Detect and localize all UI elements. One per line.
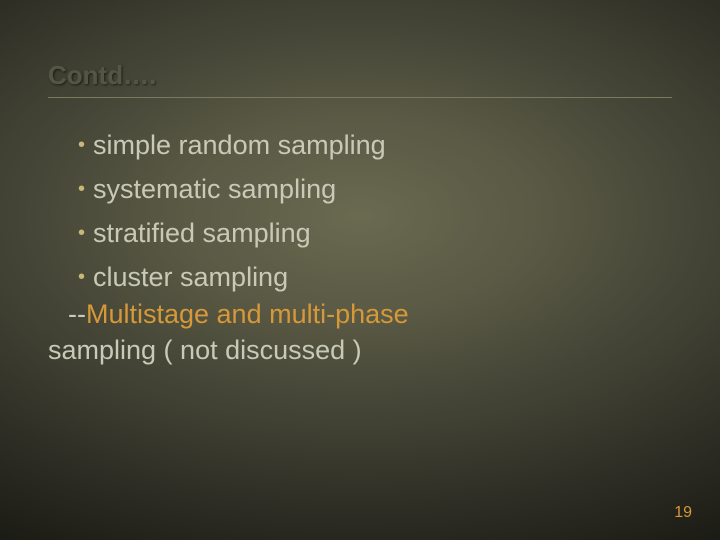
- continuation-line-1: --Multistage and multi-phase: [68, 296, 672, 332]
- bullet-text: stratified sampling: [93, 216, 311, 250]
- continuation-prefix: --: [68, 299, 86, 329]
- bullet-item: • systematic sampling: [78, 172, 672, 206]
- bullet-text: cluster sampling: [93, 260, 288, 294]
- bullet-item: • cluster sampling: [78, 260, 672, 294]
- bullet-item: • simple random sampling: [78, 128, 672, 162]
- bullet-text: simple random sampling: [93, 128, 386, 162]
- slide-content: • simple random sampling • systematic sa…: [48, 128, 672, 368]
- continuation-accent-text: Multistage and multi-phase: [86, 299, 409, 329]
- bullet-marker-icon: •: [78, 128, 85, 162]
- continuation-line-2: sampling ( not discussed ): [48, 332, 672, 368]
- bullet-marker-icon: •: [78, 172, 85, 206]
- page-number: 19: [674, 504, 692, 522]
- bullet-text: systematic sampling: [93, 172, 336, 206]
- bullet-marker-icon: •: [78, 260, 85, 294]
- slide-heading: Contd….: [48, 60, 672, 98]
- slide-container: Contd…. • simple random sampling • syste…: [0, 0, 720, 540]
- bullet-marker-icon: •: [78, 216, 85, 250]
- bullet-item: • stratified sampling: [78, 216, 672, 250]
